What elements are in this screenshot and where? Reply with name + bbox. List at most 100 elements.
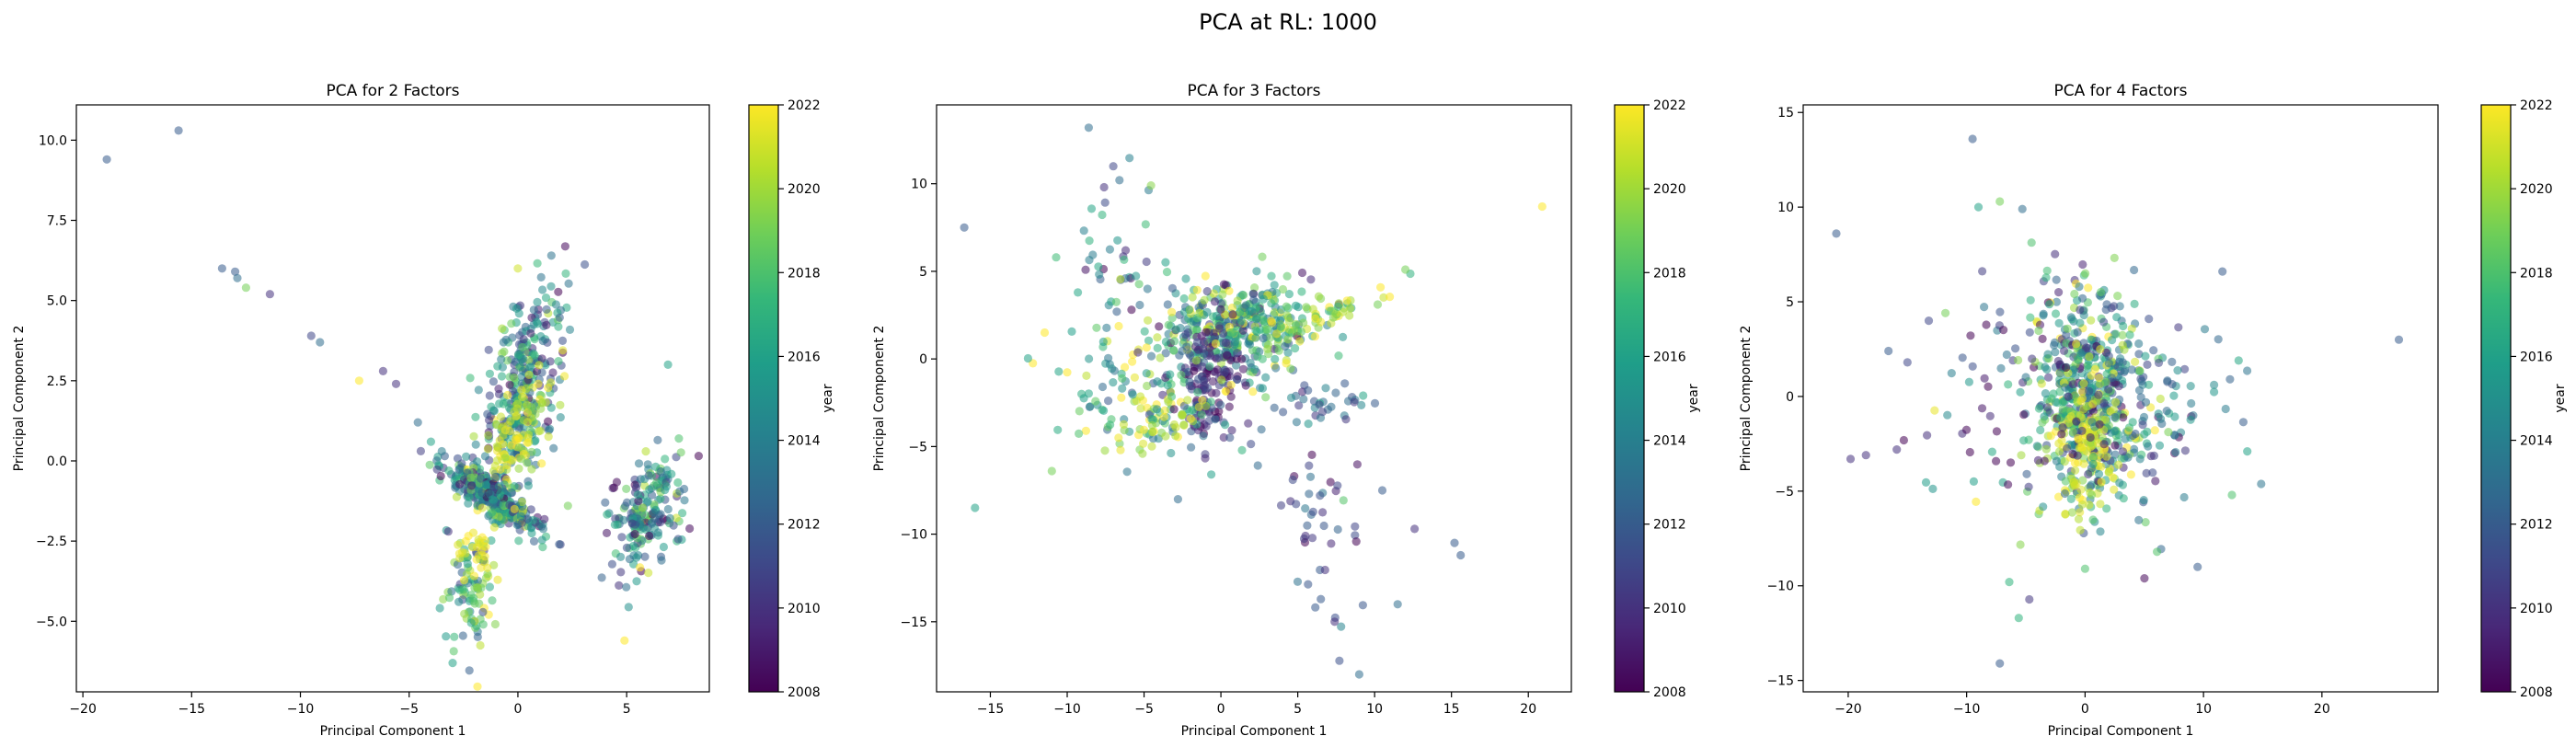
scatter-point bbox=[2121, 366, 2130, 375]
scatter-point bbox=[1292, 500, 1301, 509]
scatter-point bbox=[1040, 328, 1050, 338]
scatter-point bbox=[1307, 534, 1317, 543]
colorbar-tick-label: 2016 bbox=[1653, 350, 1686, 364]
scatter-point bbox=[2096, 287, 2106, 297]
scatter-point bbox=[466, 473, 476, 483]
colorbar-tick-label: 2020 bbox=[788, 182, 821, 197]
scatter-point bbox=[2019, 436, 2029, 445]
scatter-point bbox=[1337, 622, 1346, 631]
scatter-point bbox=[620, 636, 629, 645]
scatter-point bbox=[1221, 338, 1230, 348]
scatter-point bbox=[1297, 268, 1307, 278]
scatter-point bbox=[523, 481, 534, 490]
scatter-point bbox=[555, 540, 564, 549]
scatter-point bbox=[1305, 489, 1314, 499]
y-tick-label: 0.0 bbox=[47, 454, 67, 469]
scatter-point bbox=[1233, 331, 1242, 340]
scatter-point bbox=[233, 273, 242, 282]
scatter-point bbox=[2087, 371, 2096, 380]
scatter-point bbox=[1153, 377, 1162, 386]
x-tick-label: 0 bbox=[513, 702, 522, 717]
scatter-point bbox=[1259, 334, 1268, 343]
scatter-point bbox=[1340, 379, 1350, 388]
scatter-point bbox=[1119, 420, 1128, 429]
scatter-point bbox=[2006, 458, 2016, 467]
scatter-point bbox=[2193, 562, 2202, 571]
scatter-point bbox=[488, 508, 497, 517]
scatter-point bbox=[1186, 414, 1195, 423]
scatter-point bbox=[625, 555, 635, 564]
scatter-point bbox=[1278, 284, 1288, 294]
colorbar-frame bbox=[2480, 104, 2512, 693]
scatter-point bbox=[2040, 456, 2049, 466]
colorbar-frame bbox=[748, 104, 779, 693]
scatter-point bbox=[2134, 350, 2144, 359]
subplot-title: PCA for 2 Factors bbox=[326, 82, 459, 100]
scatter-point bbox=[527, 465, 536, 474]
subplot-panels: PCA for 2 Factors −20 −15 −10 −5 0 5 −5.0 −2.5 0.… bbox=[12, 82, 2568, 736]
scatter-point bbox=[2145, 315, 2154, 324]
scatter-point bbox=[2126, 470, 2135, 479]
scatter-point bbox=[1304, 385, 1313, 395]
y-tick-label: 0 bbox=[1786, 390, 1794, 405]
scatter-point bbox=[1185, 377, 1194, 386]
scatter-point bbox=[1192, 285, 1202, 294]
scatter-point bbox=[2080, 564, 2089, 573]
scatter-point bbox=[622, 543, 632, 553]
scatter-point bbox=[519, 335, 528, 344]
scatter-point bbox=[478, 620, 488, 629]
scatter-point bbox=[2162, 407, 2171, 416]
y-tick-label: 10.0 bbox=[39, 133, 67, 148]
scatter-point bbox=[644, 569, 653, 578]
scatter-point bbox=[1846, 454, 1856, 464]
colorbar-tick-label: 2014 bbox=[1653, 434, 1686, 449]
scatter-point bbox=[1861, 451, 1870, 460]
scatter-point bbox=[1156, 353, 1165, 362]
scatter-point bbox=[560, 372, 569, 381]
scatter-point bbox=[2064, 392, 2073, 401]
scatter-point bbox=[1296, 327, 1305, 337]
scatter-point bbox=[477, 489, 487, 498]
scatter-point bbox=[500, 347, 509, 356]
scatter-point bbox=[1350, 397, 1359, 407]
scatter-point bbox=[1147, 442, 1156, 451]
scatter-point bbox=[632, 577, 641, 586]
scatter-point bbox=[1351, 522, 1360, 531]
scatter-point bbox=[2134, 339, 2144, 349]
scatter-point bbox=[2115, 302, 2124, 311]
scatter-point bbox=[1283, 348, 1293, 357]
scatter-point bbox=[466, 481, 477, 490]
y-tick-label: −15 bbox=[1766, 674, 1794, 689]
scatter-point bbox=[517, 392, 527, 402]
scatter-point bbox=[673, 477, 683, 488]
scatter-point bbox=[2053, 398, 2063, 408]
scatter-point bbox=[2026, 313, 2035, 322]
scatter-point bbox=[2257, 479, 2266, 489]
scatter-point bbox=[506, 417, 515, 426]
scatter-point bbox=[1314, 292, 1323, 301]
scatter-point bbox=[2047, 394, 2056, 403]
scatter-point bbox=[538, 336, 547, 346]
scatter-point bbox=[1303, 521, 1312, 530]
scatter-point bbox=[2039, 311, 2048, 320]
scatter-point bbox=[1345, 311, 1354, 320]
scatter-point bbox=[1120, 255, 1129, 264]
y-tick-label: 15 bbox=[1777, 106, 1794, 121]
scatter-point bbox=[517, 373, 526, 382]
scatter-point bbox=[1207, 470, 1216, 479]
scatter-point bbox=[616, 568, 626, 577]
colorbar-tick-label: 2010 bbox=[1653, 602, 1686, 616]
scatter-point bbox=[1248, 387, 1258, 397]
scatter-point bbox=[436, 471, 445, 481]
scatter-point bbox=[2243, 447, 2252, 456]
scatter-point bbox=[2076, 410, 2085, 420]
scatter-point bbox=[174, 126, 183, 135]
scatter-point bbox=[2041, 389, 2050, 398]
scatter-point bbox=[2070, 289, 2079, 299]
colorbar-tick-label: 2018 bbox=[788, 266, 821, 281]
scatter-point bbox=[2135, 367, 2145, 376]
scatter-point bbox=[1264, 340, 1273, 350]
scatter-point bbox=[1320, 565, 1329, 575]
scatter-point bbox=[2074, 433, 2083, 443]
scatter-point bbox=[1144, 316, 1153, 325]
